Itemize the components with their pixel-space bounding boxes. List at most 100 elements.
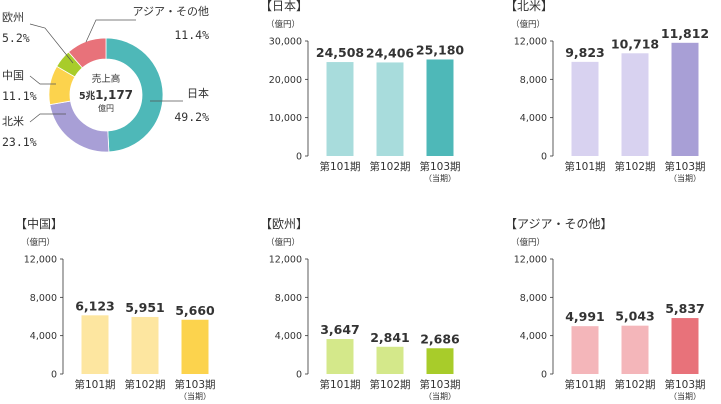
bar-panel-3: 【欧州】 （億円） 0 4,000 8,000 12,000 3,647 第101期 2,841… xyxy=(260,217,461,401)
y-tick-label-0: 0 xyxy=(541,370,547,381)
bar-value-label-0: 24,508 xyxy=(316,45,364,60)
y-tick-label-2: 8,000 xyxy=(30,293,57,304)
y-tick-label-0: 0 xyxy=(296,370,302,381)
y-tick-label-1: 4,000 xyxy=(30,331,57,342)
category-label-1: 第102期 xyxy=(124,378,165,391)
bar-value-label-0: 6,123 xyxy=(75,298,115,313)
panel-title: 【アジア・その他】 xyxy=(505,217,613,231)
category-label-0: 第101期 xyxy=(319,160,360,173)
y-tick-label-3: 12,000 xyxy=(514,37,547,48)
bar-panel-1: 【北米】 （億円） 0 4,000 8,000 12,000 9,823 第101期 10,71… xyxy=(505,0,709,183)
bar-value-label-0: 9,823 xyxy=(565,45,605,60)
bar-value-label-1: 5,951 xyxy=(125,300,165,315)
region-share-4: 11.4% xyxy=(174,28,209,42)
region-label-4: アジア・その他 xyxy=(132,5,209,18)
y-tick-label-2: 20,000 xyxy=(269,75,302,86)
bar-2 xyxy=(671,42,699,156)
donut-center-label: 売上高 xyxy=(92,73,121,85)
donut-slice-4 xyxy=(68,37,107,69)
region-share-0: 49.2% xyxy=(174,110,209,124)
category-label-0: 第101期 xyxy=(319,378,360,391)
region-label-0: 日本 xyxy=(187,86,209,100)
bar-value-label-2: 11,812 xyxy=(661,26,709,41)
category-label-2: 第103期 xyxy=(664,378,705,391)
bar-panel-2: 【中国】 （億円） 0 4,000 8,000 12,000 6,123 第101期 5,951… xyxy=(15,216,216,401)
y-tick-label-1: 4,000 xyxy=(520,331,547,342)
y-tick-label-2: 8,000 xyxy=(275,293,302,304)
axis-unit-label: （億円） xyxy=(511,19,545,30)
bar-value-label-2: 2,686 xyxy=(420,331,460,346)
category-sublabel-2: （当期） xyxy=(179,391,211,401)
bar-value-label-2: 5,660 xyxy=(175,303,215,318)
bar-1 xyxy=(131,316,159,374)
bar-0 xyxy=(571,326,599,374)
donut-center-prefix: 5兆 xyxy=(79,90,96,102)
category-label-1: 第102期 xyxy=(369,378,410,391)
category-label-2: 第103期 xyxy=(419,378,460,391)
donut-slice-0 xyxy=(105,37,164,153)
region-label-3: 欧州 xyxy=(2,11,24,24)
y-tick-label-3: 30,000 xyxy=(269,37,302,48)
region-label-2: 中国 xyxy=(2,69,24,82)
bar-2 xyxy=(671,318,699,374)
category-label-1: 第102期 xyxy=(614,160,655,173)
bar-1 xyxy=(621,325,649,374)
bar-value-label-0: 4,991 xyxy=(565,309,605,324)
panel-title: 【北米】 xyxy=(505,0,553,13)
bar-value-label-1: 24,406 xyxy=(366,45,415,60)
category-label-2: 第103期 xyxy=(174,378,215,391)
category-sublabel-2: （当期） xyxy=(424,173,456,183)
y-tick-label-1: 4,000 xyxy=(520,113,547,124)
bar-0 xyxy=(571,61,599,156)
bar-1 xyxy=(621,53,649,157)
bar-value-label-2: 25,180 xyxy=(416,42,465,57)
category-sublabel-2: （当期） xyxy=(669,173,701,183)
panel-title: 【欧州】 xyxy=(260,217,308,231)
y-tick-label-3: 12,000 xyxy=(269,255,302,266)
region-share-3: 5.2% xyxy=(2,31,30,45)
y-tick-label-0: 0 xyxy=(541,152,547,163)
category-label-2: 第103期 xyxy=(419,160,460,173)
bar-0 xyxy=(326,339,354,374)
bar-value-label-1: 10,718 xyxy=(611,36,659,51)
bar-panel-0: 【日本】 （億円） 0 10,000 20,000 30,000 24,508 第101期 24… xyxy=(260,0,464,183)
y-tick-label-0: 0 xyxy=(296,152,302,163)
donut-center-number: 1,177 xyxy=(95,88,133,102)
bar-value-label-0: 3,647 xyxy=(320,322,360,337)
y-tick-label-1: 10,000 xyxy=(269,113,302,124)
category-label-0: 第101期 xyxy=(74,378,115,391)
region-share-2: 11.1% xyxy=(2,89,37,103)
region-share-1: 23.1% xyxy=(2,135,37,149)
axis-unit-label: （億円） xyxy=(266,237,300,248)
leader-line-2 xyxy=(29,75,56,85)
y-tick-label-3: 12,000 xyxy=(514,255,547,266)
y-tick-label-3: 12,000 xyxy=(24,255,57,266)
leader-line-1 xyxy=(29,113,66,123)
axis-unit-label: （億円） xyxy=(511,237,545,248)
donut-center-value: 5兆1,177 xyxy=(79,88,133,102)
leader-line-3 xyxy=(29,23,74,64)
bar-1 xyxy=(376,346,404,374)
category-sublabel-2: （当期） xyxy=(424,391,456,401)
category-sublabel-2: （当期） xyxy=(669,391,701,401)
panel-title: 【中国】 xyxy=(15,216,63,231)
y-tick-label-0: 0 xyxy=(51,370,57,381)
bar-value-label-1: 5,043 xyxy=(615,309,655,324)
bar-0 xyxy=(81,315,109,374)
category-label-1: 第102期 xyxy=(614,378,655,391)
category-label-2: 第103期 xyxy=(664,160,705,173)
region-label-1: 北米 xyxy=(2,115,24,128)
category-label-0: 第101期 xyxy=(564,378,605,391)
bar-0 xyxy=(326,62,354,156)
bar-value-label-1: 2,841 xyxy=(370,330,410,345)
y-tick-label-2: 8,000 xyxy=(520,75,547,86)
leader-line-4 xyxy=(85,19,136,43)
category-label-0: 第101期 xyxy=(564,160,605,173)
bar-2 xyxy=(426,348,454,374)
category-label-1: 第102期 xyxy=(369,160,410,173)
bar-2 xyxy=(426,59,454,156)
y-tick-label-2: 8,000 xyxy=(520,293,547,304)
bar-1 xyxy=(376,62,404,157)
